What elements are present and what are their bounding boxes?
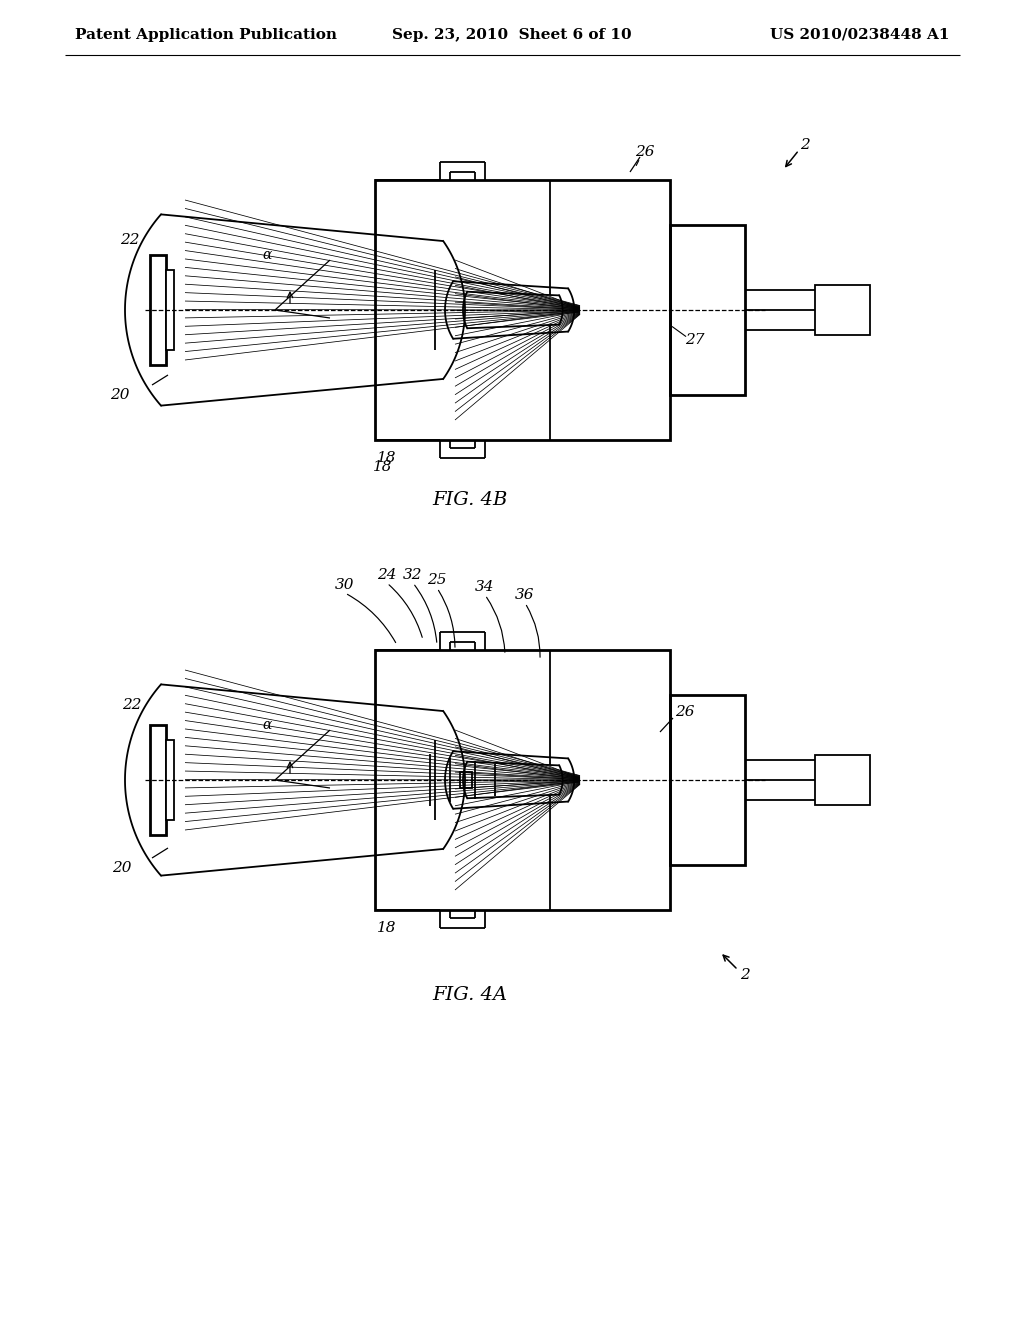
Text: FIG. 4A: FIG. 4A: [432, 986, 508, 1005]
Text: 18: 18: [377, 451, 396, 465]
Text: 18: 18: [377, 921, 396, 935]
Bar: [460, 772, 472, 788]
Text: Sep. 23, 2010  Sheet 6 of 10: Sep. 23, 2010 Sheet 6 of 10: [392, 28, 632, 42]
Text: 20: 20: [113, 861, 132, 875]
Text: 32: 32: [403, 568, 423, 582]
Text: 25: 25: [427, 573, 446, 587]
Text: 22: 22: [120, 234, 139, 247]
Bar: [375, 649, 670, 909]
Text: 26: 26: [635, 145, 654, 158]
Text: 22: 22: [122, 698, 141, 711]
Bar: [815, 285, 870, 335]
Bar: [166, 271, 174, 350]
Text: 27: 27: [685, 333, 705, 347]
Bar: [166, 741, 174, 820]
Text: 18: 18: [374, 459, 393, 474]
Bar: [375, 180, 670, 440]
Text: 26: 26: [675, 705, 694, 719]
Text: Patent Application Publication: Patent Application Publication: [75, 28, 337, 42]
Text: 24: 24: [377, 568, 396, 582]
Text: α: α: [262, 248, 271, 261]
Text: 20: 20: [111, 388, 130, 403]
Text: US 2010/0238448 A1: US 2010/0238448 A1: [770, 28, 950, 42]
Bar: [150, 725, 166, 836]
Text: 2: 2: [740, 968, 750, 982]
Text: α: α: [262, 718, 271, 733]
Bar: [815, 755, 870, 805]
Text: 34: 34: [475, 579, 495, 594]
Text: 2: 2: [800, 139, 810, 152]
Bar: [150, 255, 166, 366]
Text: FIG. 4B: FIG. 4B: [432, 491, 508, 510]
Text: 36: 36: [515, 587, 535, 602]
Text: 30: 30: [335, 578, 354, 591]
Bar: [670, 224, 745, 395]
Bar: [670, 696, 745, 865]
